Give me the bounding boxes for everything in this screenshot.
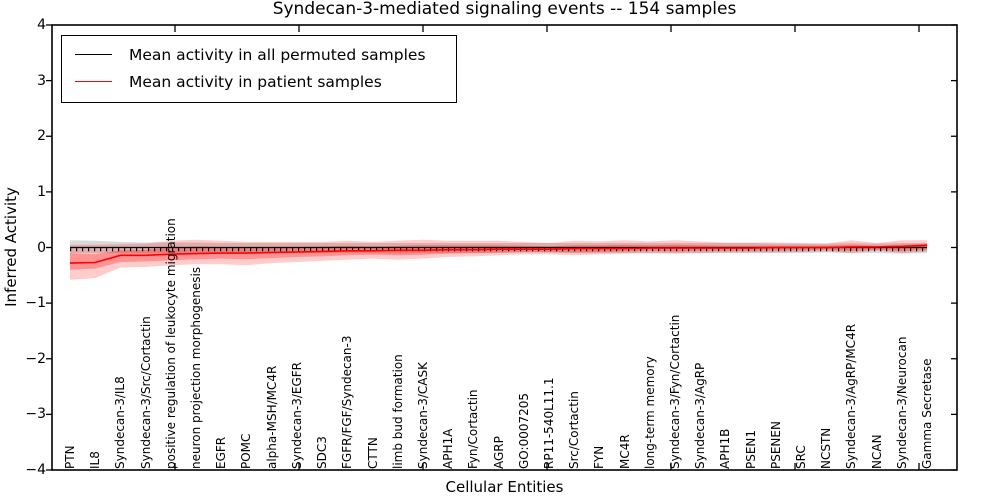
x-tick-label: EGFR (214, 436, 229, 469)
x-tick-label: NCAN (869, 434, 884, 469)
x-tick-label: Syndecan-3/CASK (415, 362, 430, 469)
y-tick-label: 0 (37, 239, 46, 256)
x-tick-label: Syndecan-3/Src/Cortactin (138, 316, 153, 469)
legend-label-patient: Mean activity in patient samples (129, 72, 382, 91)
legend-line-red-icon (75, 81, 112, 82)
x-tick-label: NCSTN (819, 427, 834, 469)
y-tick-label: 4 (37, 17, 46, 33)
x-tick-label: SRC (794, 445, 808, 469)
x-tick-label: PTN (63, 445, 77, 469)
y-tick-label: 1 (37, 183, 46, 200)
x-tick-label: Gamma Secretase (920, 358, 934, 469)
legend-line-black-icon (75, 54, 112, 55)
patient-mean-line (69, 244, 928, 264)
x-tick-label: Syndecan-3/Neurocan (894, 336, 909, 469)
y-tick-label: 3 (37, 72, 46, 89)
x-tick-label: alpha-MSH/MC4R (264, 365, 279, 469)
chart-title: Syndecan-3-mediated signaling events -- … (272, 0, 737, 19)
x-axis-label: Cellular Entities (445, 478, 564, 496)
x-tick-label: Syndecan-3/IL8 (113, 376, 128, 469)
x-tick-label: PSEN1 (743, 429, 758, 469)
y-tick-label: 2 (37, 128, 46, 145)
x-tick-label: FYN (592, 445, 607, 469)
x-tick-label: positive regulation of leukocyte migrati… (163, 218, 178, 469)
x-tick-label: CTTN (365, 437, 380, 469)
x-tick-label: APH1A (441, 428, 456, 469)
x-tick-label: neuron projection morphogenesis (189, 266, 203, 469)
x-tick-label: IL8 (88, 451, 103, 469)
x-tick-label: SDC3 (315, 436, 330, 469)
legend: Mean activity in all permuted samples Me… (61, 35, 457, 103)
x-tick-label: APH1B (718, 428, 733, 469)
x-tick-label: Syndecan-3/EGFR (289, 361, 304, 469)
x-tick-label: long-term memory (642, 356, 657, 469)
x-tick-label: Syndecan-3/Fyn/Cortactin (667, 314, 682, 469)
x-tick-label: PSENEN (768, 421, 783, 469)
y-tick-label: −2 (25, 350, 46, 367)
x-tick-label: FGFR/FGF/Syndecan-3 (340, 335, 355, 469)
x-tick-label: Syndecan-3/AgRP/MC4R (844, 323, 859, 469)
x-tick-label: Src/Cortactin (567, 391, 582, 469)
x-tick-label: POMC (239, 433, 254, 469)
legend-item-patient: Mean activity in patient samples (62, 68, 456, 95)
y-tick-label: −3 (25, 406, 46, 423)
x-tick-label: RP11-540L11.1 (541, 377, 556, 469)
x-tick-label: Fyn/Cortactin (466, 389, 481, 469)
legend-item-permuted: Mean activity in all permuted samples (62, 41, 456, 68)
y-tick-label: −1 (25, 295, 46, 312)
x-tick-label: MC4R (617, 434, 632, 469)
x-tick-label: Syndecan-3/AgRP (693, 362, 708, 469)
y-tick-label: −4 (25, 462, 46, 478)
legend-label-permuted: Mean activity in all permuted samples (129, 45, 426, 64)
x-tick-label: GO:0007205 (516, 392, 531, 469)
x-tick-label: AGRP (491, 436, 506, 469)
x-tick-label: limb bud formation (390, 354, 405, 469)
